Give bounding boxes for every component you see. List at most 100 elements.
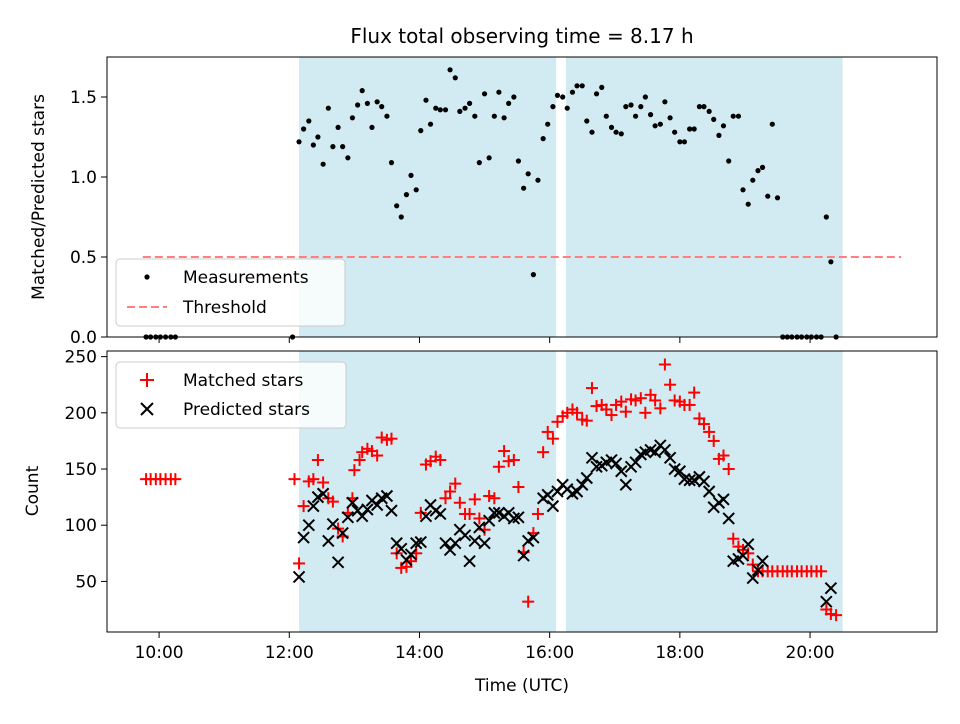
- measurement-point: [662, 99, 668, 105]
- predicted-point: [746, 571, 759, 585]
- matched-point: [502, 455, 515, 468]
- measurement-point: [379, 104, 385, 110]
- matched-point: [605, 409, 618, 422]
- predicted-point: [414, 535, 427, 549]
- predicted-point: [331, 556, 345, 569]
- measurement-point: [632, 113, 639, 119]
- predicted-point: [380, 489, 394, 503]
- y-tick-label: 0.0: [70, 328, 97, 348]
- matched-point: [463, 507, 476, 520]
- x-tick-label: 12:00: [265, 643, 314, 663]
- measurement-point: [491, 113, 497, 119]
- predicted-point: [458, 529, 472, 542]
- measurement-point: [681, 139, 688, 145]
- measurement-point: [774, 195, 781, 201]
- legend-matched-marker: [140, 373, 154, 387]
- measurement-point: [300, 126, 307, 132]
- measurement-point: [769, 121, 775, 127]
- matched-point: [488, 492, 501, 505]
- matched-point: [293, 557, 306, 570]
- measurement-point: [521, 185, 527, 191]
- predicted-point: [820, 595, 833, 608]
- predicted-point: [478, 536, 491, 550]
- predicted-point: [307, 499, 320, 513]
- predicted-point: [336, 526, 349, 540]
- measurement-point: [569, 89, 576, 95]
- predicted-point: [742, 538, 755, 551]
- measurement-point: [579, 83, 585, 89]
- measurement-point: [765, 193, 771, 199]
- predicted-point: [512, 511, 525, 524]
- matched-point: [473, 512, 486, 525]
- x-tick-label: 10:00: [135, 643, 184, 663]
- x-tick-label: 14:00: [395, 643, 444, 663]
- predicted-point: [463, 554, 476, 568]
- predicted-point: [316, 487, 330, 500]
- matched-point: [634, 392, 647, 405]
- matched-point: [371, 449, 384, 462]
- x-tick-label: 18:00: [655, 643, 704, 663]
- top-y-ticks: 0.0 0.5 1.0 1.5: [70, 88, 107, 348]
- measurement-point: [628, 102, 634, 108]
- measurement-point: [355, 102, 361, 108]
- top-x-ticks: [158, 337, 811, 343]
- matched-point: [639, 406, 652, 419]
- matched-point: [541, 425, 554, 438]
- measurement-point: [574, 83, 580, 89]
- predicted-point: [585, 451, 599, 464]
- matched-point: [311, 454, 324, 467]
- matched-point: [546, 432, 559, 445]
- matched-point: [492, 460, 505, 473]
- measurement-point: [701, 104, 707, 110]
- matched-point: [512, 481, 525, 494]
- predicted-point: [404, 548, 418, 561]
- measurement-point: [677, 139, 683, 145]
- predicted-point: [419, 510, 433, 523]
- measurement-point: [374, 99, 380, 105]
- predicted-point: [434, 507, 447, 521]
- predicted-point: [580, 471, 593, 485]
- bottom-observing-bands: [299, 351, 843, 632]
- top-observing-bands: [299, 57, 843, 337]
- matched-point: [683, 398, 696, 411]
- matched-point: [815, 565, 828, 578]
- measurement-point: [320, 161, 326, 167]
- measurement-point: [501, 115, 507, 121]
- predicted-point: [658, 443, 672, 457]
- matched-point: [414, 506, 427, 519]
- predicted-point: [297, 531, 310, 544]
- measurement-point: [618, 131, 624, 137]
- bottom-legend: Matched stars Predicted stars: [115, 361, 347, 429]
- predicted-point: [683, 474, 696, 487]
- predicted-point: [385, 504, 398, 517]
- legend-measurements-marker: [144, 274, 150, 280]
- measurement-point: [511, 94, 517, 100]
- bottom-x-ticks: 10:00 12:00 14:00 16:00 18:00 20:00: [135, 632, 835, 663]
- measurement-point: [403, 192, 410, 198]
- predicted-point: [302, 519, 316, 532]
- measurement-point: [638, 104, 644, 110]
- measurement-point: [589, 129, 595, 135]
- observing-band-1: [565, 57, 843, 337]
- measurement-point: [364, 100, 370, 106]
- predicted-point: [541, 488, 554, 502]
- measurement-point: [496, 89, 502, 95]
- y-tick-label: 200: [65, 404, 97, 424]
- measurement-point: [706, 108, 712, 114]
- observing-band-1: [565, 351, 843, 632]
- predicted-point: [395, 542, 408, 556]
- y-tick-label: 50: [75, 572, 97, 592]
- predicted-point: [468, 534, 482, 548]
- measurement-point: [828, 259, 834, 265]
- predicted-point: [482, 514, 496, 527]
- matched-point: [348, 464, 361, 477]
- measurement-point: [755, 168, 761, 174]
- measurement-point: [730, 113, 736, 119]
- matched-point: [830, 609, 843, 622]
- measurement-point: [457, 108, 463, 114]
- matched-point: [649, 394, 662, 407]
- matched-point: [385, 432, 398, 445]
- matched-point: [288, 473, 301, 486]
- predicted-point: [570, 485, 584, 498]
